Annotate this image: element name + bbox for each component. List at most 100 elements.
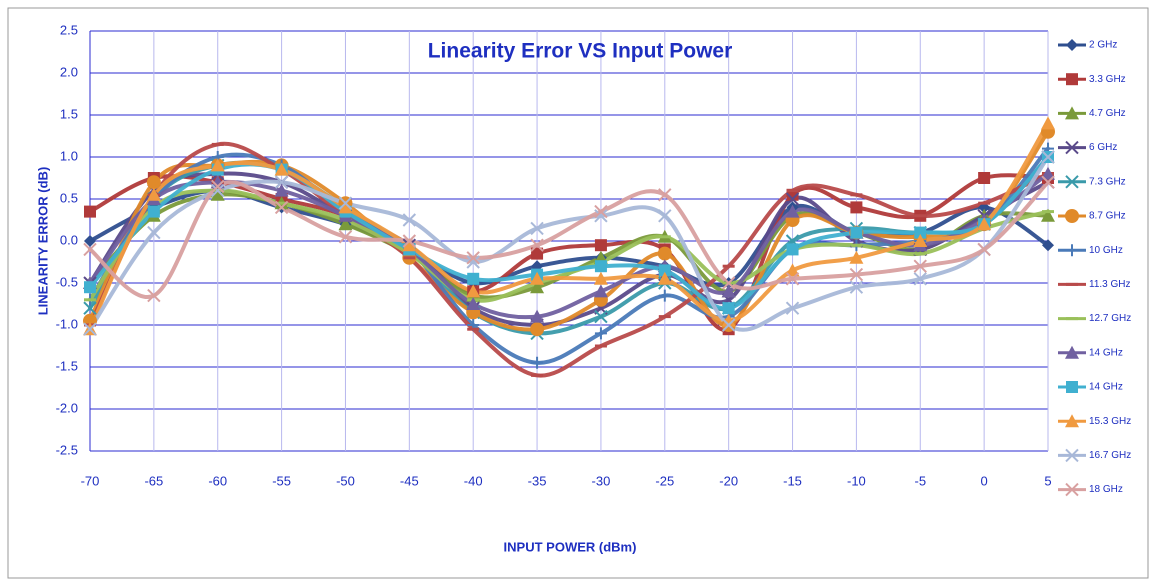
marker [721,313,736,327]
x-tick-label: -5 [914,473,926,488]
y-tick-label: 0.5 [60,190,78,205]
marker [530,309,545,323]
legend-marker [1065,345,1079,359]
x-tick-label: -55 [272,473,291,488]
marker [338,200,353,214]
marker [210,158,225,172]
legend: 2 GHz 3.3 GHz 4.7 GHz 6 GHz 7.3 GHz 8.7 GHz 10… [1058,39,1131,497]
x-tick-label: -15 [783,473,802,488]
x-tick-label: -10 [847,473,866,488]
marker [594,309,608,324]
marker [658,209,672,223]
marker [210,187,225,201]
y-tick-label: 1.0 [60,148,78,163]
legend-marker [1065,482,1079,497]
legend-marker [1065,448,1079,463]
y-tick-label: -1.0 [56,316,78,331]
y-tick-label: -2.5 [56,442,78,457]
marker [914,226,927,239]
marker [1041,166,1055,180]
marker [467,272,480,285]
marker [850,226,863,239]
legend-label: 4.7 GHz [1089,108,1126,119]
marker [977,242,991,257]
marker [211,183,225,198]
marker [913,259,927,273]
chart-title: Linearity Error VS Input Power [428,40,733,63]
marker [785,272,800,286]
marker [402,234,417,248]
marker [274,183,289,197]
legend-marker [1065,175,1079,189]
marker [402,213,417,227]
y-axis-label: LINEARITY ERROR (dB) [35,167,50,316]
marker [1042,239,1054,252]
marker [658,289,671,302]
marker [913,272,927,286]
marker [977,217,992,231]
marker [658,264,671,277]
x-tick-label: -70 [81,473,100,488]
legend-label: 12.7 GHz [1089,313,1131,324]
marker [338,196,353,210]
legend-label: 7.3 GHz [1089,176,1126,187]
legend-marker [1065,209,1079,223]
marker [594,239,607,252]
marker [147,225,161,240]
marker [83,242,97,257]
legend-label: 6 GHz [1089,142,1117,153]
marker [466,251,480,265]
marker [466,255,480,269]
marker [785,204,800,218]
series-line [88,141,1050,378]
marker [466,297,481,310]
marker [147,288,161,303]
marker [658,188,672,202]
marker [786,243,799,256]
marker [594,260,607,273]
marker [657,246,672,261]
marker [211,179,225,194]
series-line [88,121,1050,332]
marker [721,284,736,298]
legend-label: 10 GHz [1089,245,1123,256]
chart-frame [7,7,1149,579]
legend-marker [1066,381,1078,393]
marker [146,175,161,190]
marker [913,234,928,247]
marker [721,276,736,290]
legend-marker [1066,73,1078,86]
marker [594,209,608,223]
y-tick-label: 0.0 [60,232,78,247]
marker [1041,175,1055,189]
legend-marker [1065,106,1079,120]
marker [530,271,545,285]
marker [210,175,225,189]
y-tick-label: -1.5 [56,358,78,373]
series-line [88,155,1050,332]
y-tick-label: 2.5 [60,22,78,37]
marker [849,267,864,282]
series-line [88,173,1050,332]
marker [785,301,800,315]
marker [722,302,735,315]
series-markers [83,116,1055,377]
marker [721,318,736,332]
marker [146,187,161,201]
x-tick-label: -60 [208,473,227,488]
x-tick-label: -25 [655,473,674,488]
marker [466,284,481,298]
marker [530,280,545,294]
marker [593,284,608,298]
marker [402,238,417,252]
series-line [88,180,1050,300]
legend-marker [1066,244,1078,257]
marker [531,247,544,260]
marker [531,356,544,369]
x-tick-label: -30 [592,473,611,488]
legend-label: 3.3 GHz [1089,74,1126,85]
marker [657,271,672,285]
legend-marker [1066,39,1078,51]
x-tick-label: -65 [144,473,163,488]
legend-marker [1065,140,1079,155]
